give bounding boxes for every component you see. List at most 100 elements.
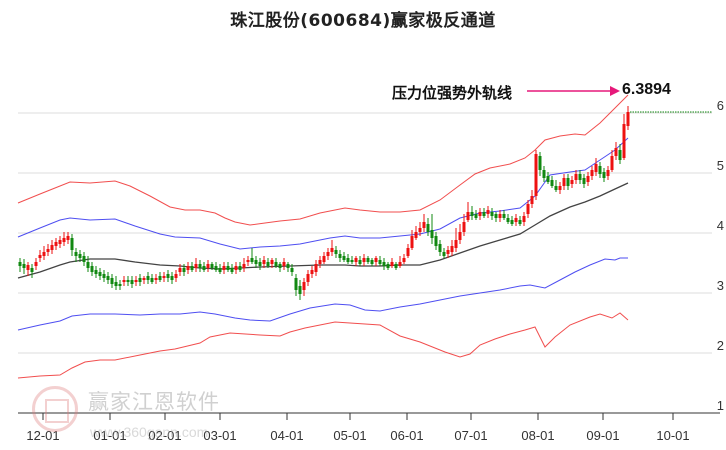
candle-down	[258, 262, 262, 266]
middle-line	[17, 182, 629, 279]
x-tick-label: 09-01	[586, 428, 620, 443]
candle-up	[454, 240, 458, 248]
x-tick-label: 08-01	[521, 428, 555, 443]
candle-up	[62, 238, 66, 242]
candle-up	[26, 265, 30, 270]
candle-up	[326, 252, 330, 256]
candle-down	[358, 260, 362, 264]
candle-up	[362, 258, 366, 262]
outer-lower-line	[17, 312, 629, 379]
candle-up	[622, 124, 626, 158]
candle-down	[470, 212, 474, 216]
y-tick-label: 3	[716, 278, 724, 293]
candle-up	[142, 278, 146, 280]
candle-up	[530, 196, 534, 204]
candle-up	[614, 148, 618, 156]
candle-up	[46, 249, 50, 252]
candle-up	[162, 276, 166, 278]
candle-down	[190, 266, 194, 270]
candle-down	[250, 258, 254, 262]
arrow-head-icon	[610, 86, 620, 96]
candle-down	[382, 262, 386, 266]
candle-down	[474, 214, 478, 218]
candle-up	[626, 112, 630, 126]
candle-up	[282, 262, 286, 266]
candle-up	[606, 170, 610, 176]
candle-down	[578, 174, 582, 180]
candle-down	[182, 268, 186, 272]
candle-up	[58, 240, 62, 244]
candle-down	[78, 254, 82, 258]
candle-down	[566, 178, 570, 186]
candle-up	[206, 264, 210, 268]
candle-down	[230, 268, 234, 272]
candle-up	[534, 154, 538, 196]
candle-up	[306, 274, 310, 282]
candle-down	[94, 270, 98, 274]
candle-up	[302, 282, 306, 290]
candle-up	[450, 246, 454, 252]
candle-up	[242, 264, 246, 268]
candle-down	[550, 180, 554, 186]
candle-up	[422, 222, 426, 228]
candle-down	[426, 224, 430, 232]
candle-up	[354, 258, 358, 262]
candle-down	[98, 272, 102, 276]
candle-up	[398, 262, 402, 266]
candle-up	[562, 178, 566, 186]
candle-down	[286, 264, 290, 268]
x-tick-label: 06-01	[390, 428, 424, 443]
candle-up	[270, 260, 274, 264]
candle-down	[166, 274, 170, 278]
candle-up	[322, 256, 326, 262]
candle-down	[214, 266, 218, 270]
candle-up	[194, 264, 198, 268]
candle-up	[38, 255, 42, 258]
candle-down	[74, 252, 78, 256]
candle-down	[126, 280, 130, 282]
candle-down	[350, 260, 354, 262]
candle-up	[514, 218, 518, 222]
candle-down	[538, 156, 542, 170]
candle-up	[610, 156, 614, 170]
x-tick-label: 04-01	[270, 428, 304, 443]
candle-down	[254, 260, 258, 264]
candle-down	[146, 276, 150, 280]
outer-upper-line	[17, 94, 629, 226]
candle-down	[298, 286, 302, 294]
x-tick-label: 03-01	[203, 428, 237, 443]
candle-up	[390, 262, 394, 266]
candle-down	[266, 262, 270, 266]
candle-up	[586, 176, 590, 182]
x-tick-label: 07-01	[454, 428, 488, 443]
candle-down	[518, 220, 522, 224]
candlesticks	[18, 106, 630, 300]
candle-up	[186, 266, 190, 270]
candle-up	[66, 236, 70, 240]
candle-up	[458, 232, 462, 240]
candle-up	[478, 212, 482, 216]
candle-down	[90, 266, 94, 272]
candle-down	[114, 282, 118, 286]
candle-down	[278, 264, 282, 268]
candle-down	[506, 218, 510, 222]
candle-down	[170, 276, 174, 280]
channel-lines	[17, 94, 629, 379]
candle-down	[102, 274, 106, 278]
candle-down	[602, 172, 606, 178]
candle-down	[70, 238, 74, 250]
candle-up	[50, 245, 54, 250]
candle-up	[54, 242, 58, 246]
candle-up	[42, 252, 46, 256]
candle-down	[226, 266, 230, 270]
candle-up	[574, 174, 578, 180]
candle-up	[406, 248, 410, 256]
candle-up	[262, 260, 266, 264]
candle-up	[246, 260, 250, 262]
candle-down	[22, 264, 26, 268]
candle-down	[218, 268, 222, 272]
candle-down	[618, 150, 622, 160]
candle-down	[198, 264, 202, 268]
candle-down	[366, 258, 370, 262]
